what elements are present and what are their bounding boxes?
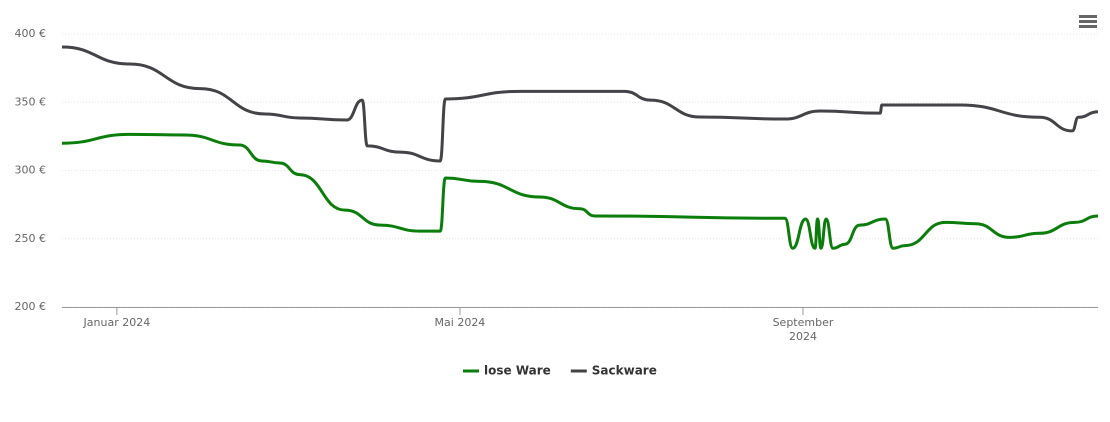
menu-bar[interactable] bbox=[1079, 15, 1097, 18]
y-tick-label: 300 € bbox=[15, 164, 47, 177]
line-series bbox=[61, 132, 1099, 250]
x-tick-label: Januar 2024 bbox=[83, 316, 151, 329]
legend-label: lose Ware bbox=[484, 364, 551, 378]
legend: lose Ware Sackware bbox=[463, 364, 657, 378]
y-tick-label: 350 € bbox=[15, 95, 47, 108]
y-tick-label: 200 € bbox=[15, 300, 47, 313]
menu-bar[interactable] bbox=[1079, 25, 1097, 28]
line-series bbox=[61, 45, 1099, 163]
menu-icon[interactable] bbox=[1079, 15, 1097, 28]
y-tick-label: 250 € bbox=[15, 232, 47, 245]
menu-bar[interactable] bbox=[1079, 20, 1097, 23]
x-tick-label: Mai 2024 bbox=[434, 316, 486, 329]
x-tick-label: September 2024 bbox=[772, 316, 834, 343]
legend-label: Sackware bbox=[592, 364, 657, 378]
y-tick-label: 400 € bbox=[15, 27, 47, 40]
